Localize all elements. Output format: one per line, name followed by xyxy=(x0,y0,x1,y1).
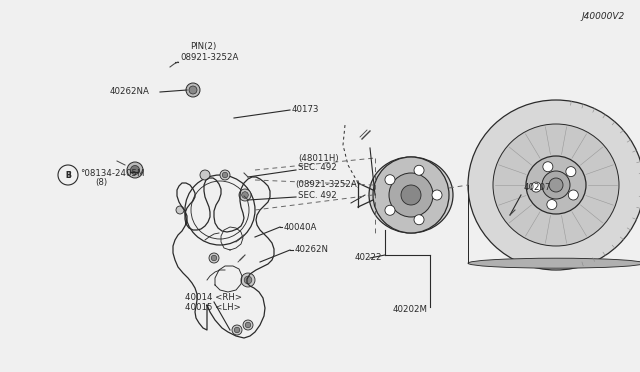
Text: 40262N: 40262N xyxy=(295,246,329,254)
Circle shape xyxy=(566,167,576,177)
Ellipse shape xyxy=(493,124,619,246)
Circle shape xyxy=(243,320,253,330)
Circle shape xyxy=(222,172,228,178)
Text: 40202M: 40202M xyxy=(393,305,428,314)
Text: 40222: 40222 xyxy=(355,253,383,263)
Text: J40000V2: J40000V2 xyxy=(582,12,625,21)
Circle shape xyxy=(211,255,217,261)
Text: 40173: 40173 xyxy=(292,106,319,115)
Circle shape xyxy=(220,170,230,180)
Circle shape xyxy=(200,170,210,180)
Text: 40262NA: 40262NA xyxy=(110,87,150,96)
Text: B: B xyxy=(65,170,71,180)
Ellipse shape xyxy=(468,100,640,270)
Ellipse shape xyxy=(468,258,640,268)
Circle shape xyxy=(543,162,553,172)
Circle shape xyxy=(131,166,140,174)
Circle shape xyxy=(241,273,255,287)
Circle shape xyxy=(239,189,251,201)
Circle shape xyxy=(127,162,143,178)
Circle shape xyxy=(385,175,395,185)
Circle shape xyxy=(568,190,579,200)
Text: SEC. 492: SEC. 492 xyxy=(298,164,337,173)
Ellipse shape xyxy=(369,157,453,233)
Circle shape xyxy=(549,178,563,192)
Text: °08134-2405M: °08134-2405M xyxy=(80,169,145,177)
Text: PIN(2): PIN(2) xyxy=(190,42,216,51)
Text: B: B xyxy=(65,170,71,180)
Circle shape xyxy=(232,325,242,335)
Text: 08921-3252A: 08921-3252A xyxy=(180,54,238,62)
Text: 40207: 40207 xyxy=(524,183,552,192)
Circle shape xyxy=(547,199,557,209)
Circle shape xyxy=(373,157,449,233)
Circle shape xyxy=(244,276,252,284)
Circle shape xyxy=(234,327,240,333)
Circle shape xyxy=(542,171,570,199)
Text: (48011H): (48011H) xyxy=(298,154,339,163)
Circle shape xyxy=(389,173,433,217)
Circle shape xyxy=(242,192,248,198)
Text: SEC. 492: SEC. 492 xyxy=(298,190,337,199)
Circle shape xyxy=(385,205,395,215)
Circle shape xyxy=(209,253,219,263)
Circle shape xyxy=(176,206,184,214)
Circle shape xyxy=(245,322,251,328)
Text: (08921-3252A): (08921-3252A) xyxy=(295,180,360,189)
Circle shape xyxy=(414,165,424,175)
Circle shape xyxy=(531,182,541,192)
Circle shape xyxy=(189,86,197,94)
Circle shape xyxy=(186,83,200,97)
Circle shape xyxy=(414,215,424,225)
Text: 40015 <LH>: 40015 <LH> xyxy=(185,304,241,312)
Text: 40040A: 40040A xyxy=(284,222,317,231)
Circle shape xyxy=(432,190,442,200)
Text: (8): (8) xyxy=(95,179,107,187)
Text: 40014 <RH>: 40014 <RH> xyxy=(185,292,242,301)
Ellipse shape xyxy=(526,156,586,214)
Circle shape xyxy=(401,185,421,205)
